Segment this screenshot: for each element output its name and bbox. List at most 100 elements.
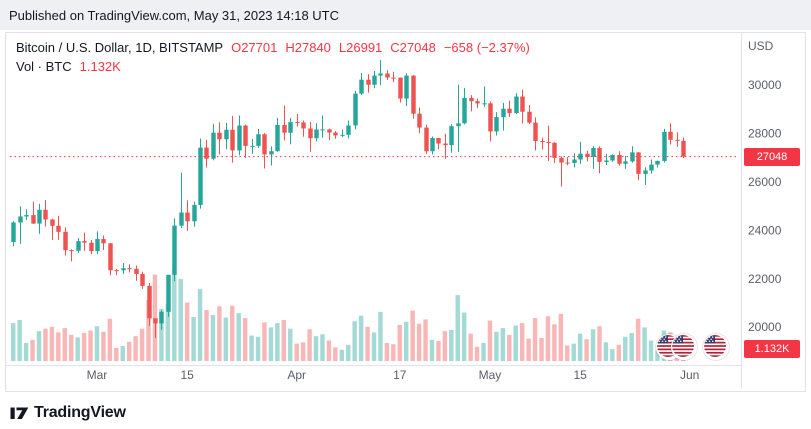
us-flag-icon — [704, 335, 726, 357]
candle-body — [417, 113, 422, 128]
candle-body — [617, 154, 622, 164]
price-tick-label: 28000 — [748, 127, 782, 141]
volume-bar — [300, 342, 306, 361]
candle-body — [172, 225, 177, 275]
footer: TradingView — [0, 392, 811, 422]
candle-body — [192, 204, 197, 222]
volume-bar — [500, 328, 506, 361]
volume-bar — [584, 339, 589, 361]
volume-bar — [101, 331, 106, 361]
volume-label: Vol · BTC — [16, 59, 72, 74]
volume-bar — [184, 302, 190, 361]
volume-bar — [474, 346, 480, 361]
tradingview-logo[interactable]: TradingView — [10, 404, 126, 422]
candle-body — [623, 161, 628, 164]
volume-bar — [590, 329, 596, 361]
candle-body — [488, 103, 493, 132]
candle-body — [63, 231, 68, 251]
volume-bar — [635, 318, 641, 361]
candle-body — [520, 96, 525, 112]
candle-body — [494, 117, 499, 132]
volume-bar — [68, 334, 74, 361]
legend-row-main: Bitcoin / U.S. Dollar, 1D, BITSTAMP O277… — [16, 39, 530, 56]
volume-bar — [23, 342, 29, 361]
candle-body — [527, 111, 532, 123]
time-tick-label: 15 — [573, 368, 587, 382]
candle-body — [514, 96, 519, 114]
volume-bar — [507, 334, 512, 361]
candle-body — [11, 222, 16, 242]
volume-bar — [423, 319, 428, 361]
candle-body — [134, 268, 139, 274]
volume-bar — [481, 342, 486, 361]
volume-badge: 1.132K — [744, 340, 800, 358]
volume-bar — [519, 323, 525, 361]
volume-bar — [242, 318, 248, 361]
candle-body — [662, 131, 667, 161]
candle-body — [591, 148, 596, 157]
time-tick-label: 17 — [393, 368, 407, 382]
candle-body — [198, 147, 203, 205]
volume-bar — [217, 306, 222, 361]
ohlc-close: C27048 — [390, 40, 436, 55]
volume-bar — [378, 311, 383, 361]
volume-bar — [94, 326, 100, 361]
volume-bar — [30, 339, 35, 361]
candle-body — [346, 125, 351, 135]
candle-body — [636, 152, 641, 174]
candle-body — [436, 138, 441, 144]
volume-bar — [577, 333, 583, 361]
candle-body — [668, 131, 673, 140]
volume-bar — [545, 316, 551, 361]
candle-body — [250, 145, 255, 147]
volume-bar — [391, 344, 396, 361]
candle-body — [681, 140, 686, 157]
candle-body — [43, 209, 48, 220]
volume-bar — [56, 332, 61, 361]
candle-body — [18, 216, 23, 223]
symbol-title: Bitcoin / U.S. Dollar, 1D, BITSTAMP — [16, 40, 224, 55]
candle-body — [649, 164, 654, 171]
volume-bar — [384, 342, 390, 361]
candle-body — [443, 143, 448, 146]
legend-row-volume: Vol · BTC 1.132K — [16, 58, 530, 75]
price-tick-label: 24000 — [748, 223, 782, 237]
candle-body — [82, 241, 87, 243]
candle-body — [597, 148, 602, 162]
volume-bar — [494, 331, 499, 361]
volume-bar — [539, 338, 544, 361]
candle-body — [430, 138, 435, 152]
candle-body — [153, 318, 158, 324]
candle-body — [559, 157, 564, 163]
volume-bar — [262, 322, 267, 361]
volume-bar — [281, 319, 287, 361]
volume-bar — [532, 318, 538, 361]
candle-body — [501, 108, 506, 118]
candle-body — [327, 129, 332, 133]
volume-bar — [487, 320, 493, 361]
volume-bar — [526, 338, 531, 361]
candle-body — [333, 132, 338, 136]
volume-bar — [629, 333, 634, 361]
volume-bar — [204, 310, 209, 361]
volume-bar — [126, 341, 132, 361]
candle-body — [391, 77, 396, 79]
ohlc-high: H27840 — [285, 40, 331, 55]
candle-body — [95, 239, 100, 252]
volume-bar — [642, 327, 647, 361]
candle-body — [262, 134, 267, 155]
candle-body — [449, 126, 454, 146]
volume-bar — [603, 342, 609, 361]
volume-bar — [43, 328, 48, 361]
candle-body — [314, 129, 319, 139]
candle-body — [140, 273, 145, 286]
volume-bar — [307, 329, 312, 361]
us-flag-sticker — [671, 334, 697, 360]
candle-body — [185, 212, 190, 222]
candle-body — [469, 97, 474, 102]
candle-body — [243, 125, 248, 146]
candle-body — [456, 123, 461, 127]
us-flag-sticker — [703, 334, 729, 360]
candle-body — [159, 311, 164, 324]
volume-bar — [616, 344, 622, 361]
